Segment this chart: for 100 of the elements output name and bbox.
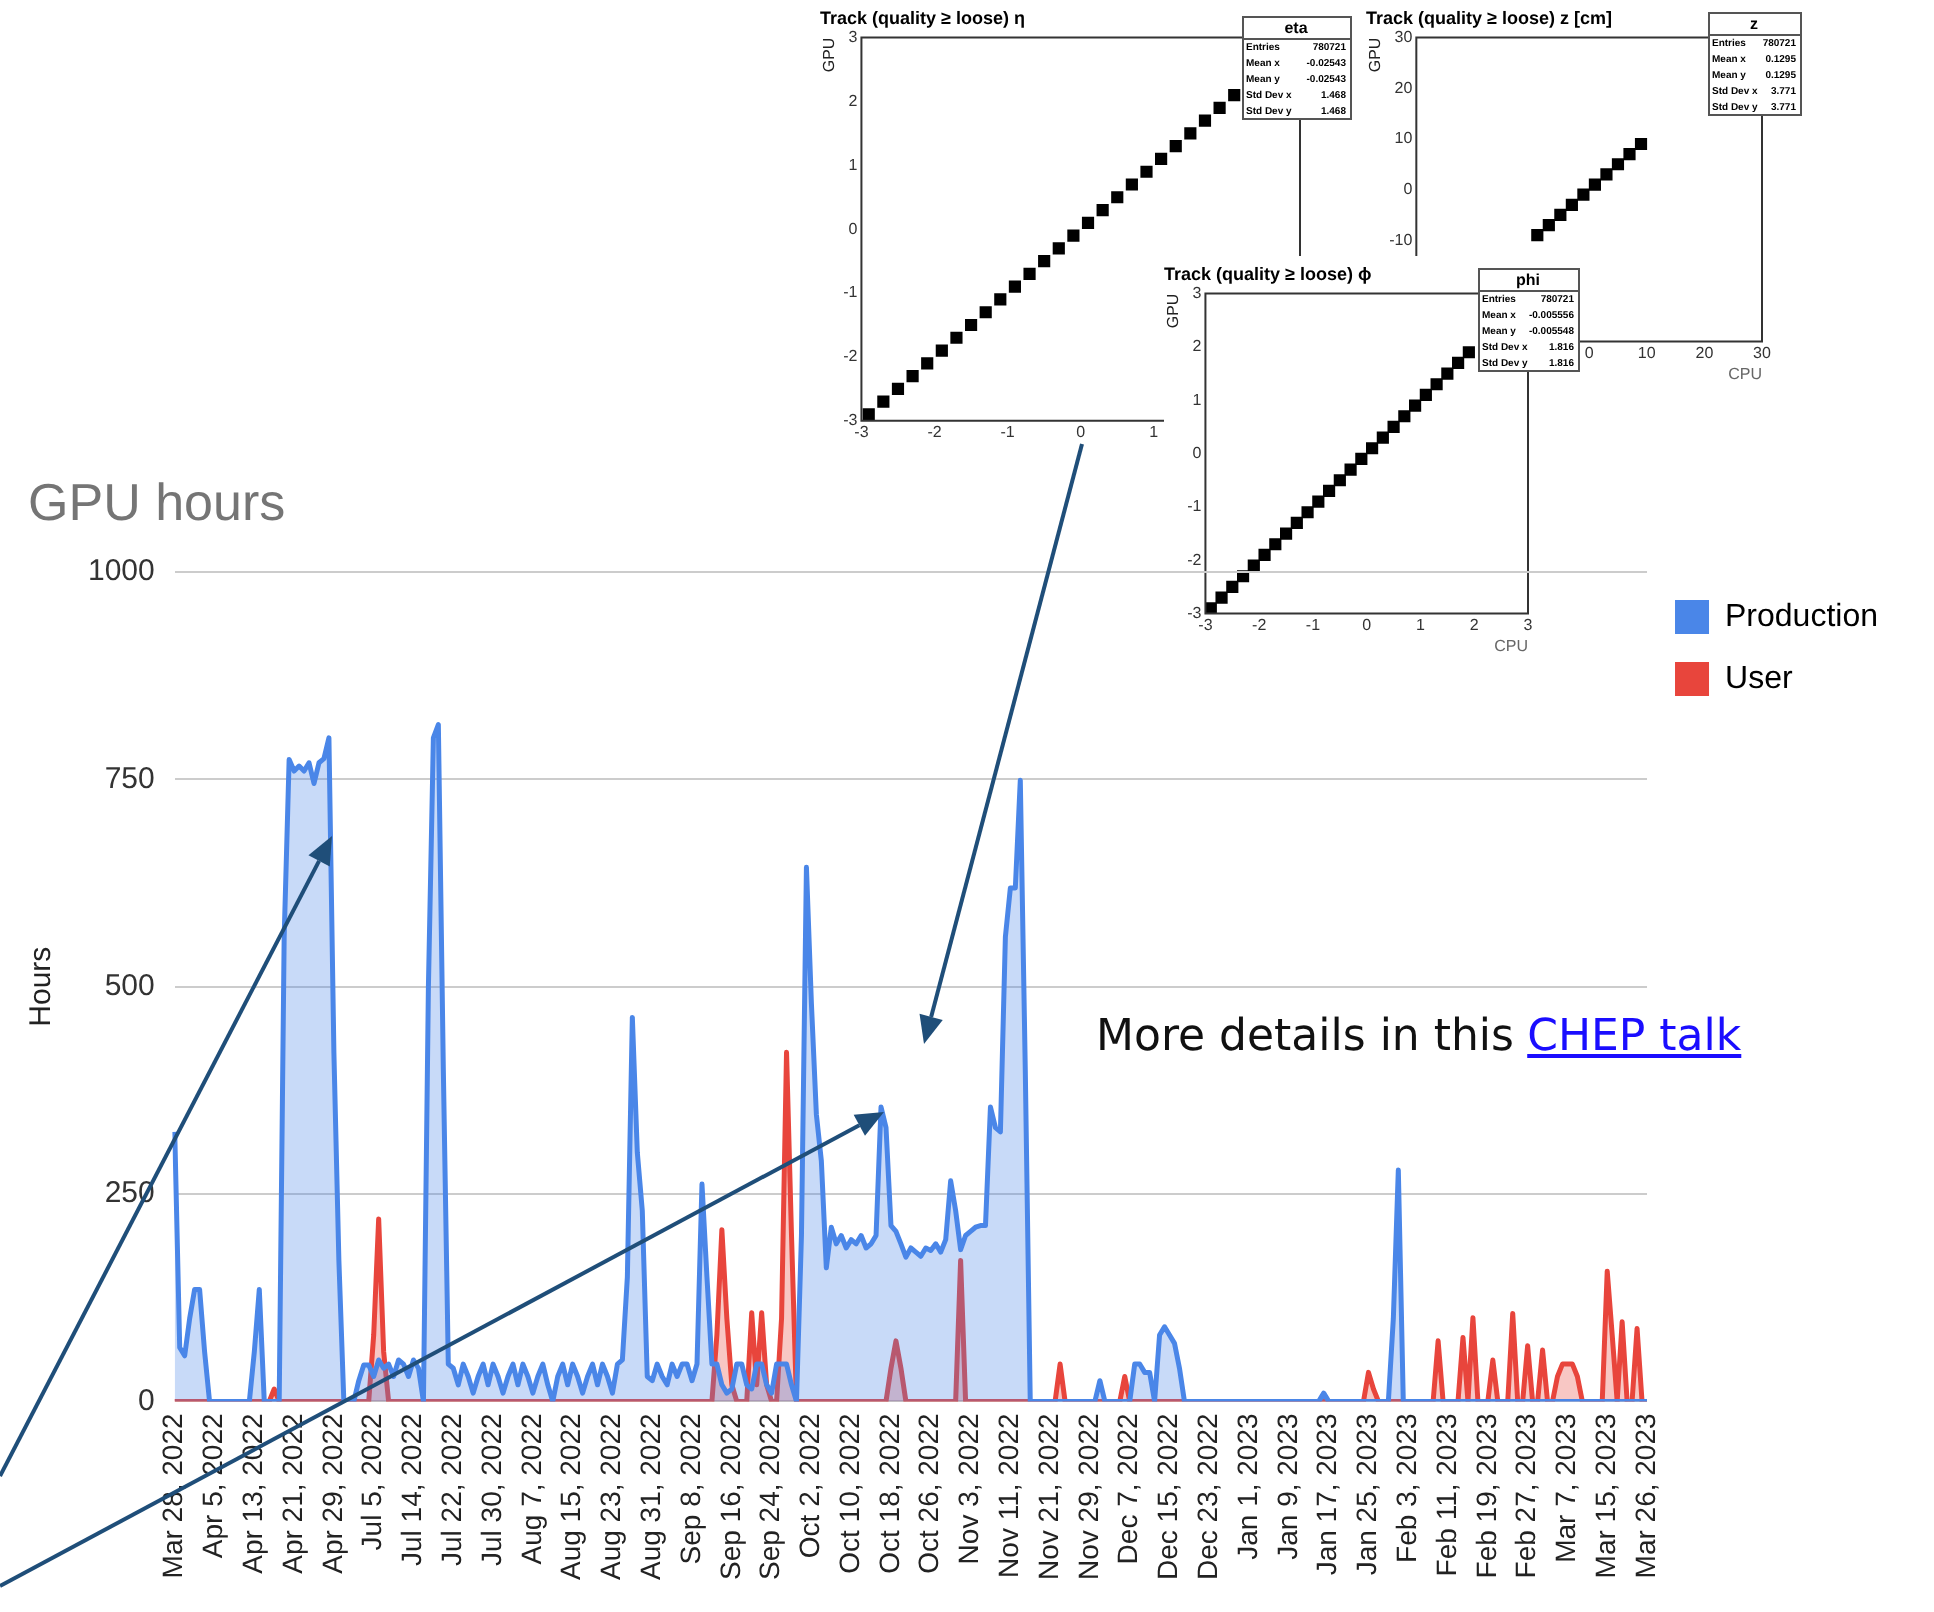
point: [1355, 452, 1368, 466]
x-tick-label: 30: [1753, 343, 1772, 362]
point: [1125, 178, 1138, 191]
y-tick-label: 500: [104, 968, 155, 1003]
y-tick-label: 3: [1192, 284, 1203, 303]
point: [935, 344, 948, 357]
point: [877, 395, 890, 408]
point: [1542, 218, 1555, 232]
y-tick-label: 0: [1403, 180, 1414, 199]
x-tick-label: Sep 8, 2022: [673, 1412, 706, 1565]
point: [1333, 474, 1346, 487]
x-axis-title: CPU: [1494, 636, 1529, 655]
y-tick-label: 1: [1192, 390, 1203, 409]
point: [1462, 346, 1475, 359]
point: [1111, 191, 1124, 204]
point: [1258, 548, 1271, 562]
x-tick-label: Mar 26, 2023: [1628, 1412, 1661, 1579]
legend-label: Production: [1725, 599, 1879, 634]
point: [1430, 378, 1443, 391]
x-tick-label: Aug 31, 2022: [633, 1412, 666, 1580]
point: [1452, 356, 1465, 370]
x-tick-label: -2: [927, 422, 943, 441]
x-tick-label: Feb 27, 2023: [1509, 1412, 1542, 1579]
y-tick-label: 1000: [87, 554, 155, 589]
y-tick-label: -10: [1389, 230, 1414, 249]
x-axis-title: CPU: [1728, 364, 1763, 383]
x-tick-label: Mar 15, 2023: [1588, 1412, 1621, 1579]
point: [1169, 140, 1182, 153]
x-tick-label: Dec 23, 2022: [1191, 1413, 1224, 1580]
point: [1247, 559, 1260, 572]
point: [862, 408, 875, 421]
point: [891, 382, 905, 395]
point: [1228, 88, 1241, 102]
x-tick-label: 20: [1695, 343, 1715, 362]
annotation: phi: [1516, 271, 1540, 290]
x-tick-label: 0: [1076, 422, 1087, 441]
x-tick-label: Jul 5, 2022: [355, 1412, 388, 1551]
point: [1409, 399, 1422, 412]
x-tick-label: Aug 7, 2022: [514, 1412, 547, 1565]
y-axis-title: Hours: [24, 946, 59, 1027]
x-tick-label: Oct 10, 2022: [832, 1412, 865, 1574]
point: [1554, 208, 1567, 222]
point: [1565, 198, 1578, 211]
point: [1441, 367, 1454, 380]
text: z: [1750, 15, 1758, 34]
point: [1023, 267, 1036, 280]
x-tick-label: -2: [1252, 615, 1268, 634]
x-tick-label: Apr 5, 2022: [196, 1412, 229, 1559]
point: [1067, 229, 1080, 242]
y-tick-label: 2: [848, 91, 859, 110]
point: [1140, 165, 1153, 178]
point: [1279, 527, 1293, 540]
point: [1205, 602, 1217, 614]
annotation: CHEP talk: [1527, 1012, 1742, 1062]
point: [994, 293, 1007, 306]
point: [1226, 580, 1239, 594]
x-tick-label: Nov 21, 2022: [1031, 1413, 1064, 1580]
x-tick-label: 0: [1584, 343, 1595, 362]
x-tick-label: 2: [1469, 615, 1480, 634]
x-tick-label: Nov 29, 2022: [1071, 1413, 1104, 1580]
x-tick-label: 10: [1637, 343, 1657, 362]
point: [1215, 591, 1228, 604]
x-tick-label: Jul 30, 2022: [474, 1413, 507, 1566]
y-tick-label: 20: [1394, 78, 1414, 97]
x-tick-label: 3: [1523, 615, 1534, 634]
x-tick-label: Jan 9, 2023: [1270, 1412, 1303, 1560]
point: [1600, 168, 1613, 181]
x-tick-label: Nov 3, 2022: [952, 1412, 985, 1565]
y-tick-label: 0: [138, 1383, 155, 1418]
x-tick-label: Aug 15, 2022: [554, 1412, 587, 1580]
y-tick-label: -1: [843, 283, 859, 302]
y-axis-title: GPU: [1164, 293, 1183, 329]
point: [1634, 137, 1648, 151]
x-tick-label: Jan 17, 2023: [1310, 1413, 1343, 1576]
x-tick-label: Oct 26, 2022: [912, 1412, 945, 1574]
x-tick-label: Dec 7, 2022: [1111, 1412, 1144, 1565]
x-tick-label: Mar 7, 2023: [1549, 1413, 1582, 1563]
x-tick-label: 1: [1416, 615, 1427, 634]
point: [1312, 495, 1325, 508]
point: [1366, 442, 1379, 455]
chart-title: Track (quality ≥ loose) z [cm]: [1366, 7, 1612, 28]
x-tick-label: Oct 2, 2022: [793, 1413, 826, 1559]
y-tick-label: 0: [1192, 444, 1203, 463]
x-tick-label: Feb 3, 2023: [1389, 1413, 1422, 1563]
y-axis-title: GPU: [820, 37, 839, 73]
point: [1577, 188, 1590, 201]
point: [1387, 420, 1400, 434]
legend-label: User: [1725, 661, 1794, 696]
point: [1081, 216, 1095, 229]
x-tick-label: Sep 16, 2022: [713, 1412, 746, 1580]
point: [979, 306, 992, 319]
x-tick-label: Oct 18, 2022: [872, 1412, 905, 1574]
y-tick-label: 30: [1394, 28, 1414, 47]
point: [906, 370, 919, 383]
x-tick-label: Nov 11, 2022: [992, 1412, 1025, 1578]
x-tick-label: Jul 22, 2022: [435, 1413, 467, 1566]
y-tick-label: -1: [1187, 497, 1203, 516]
point: [1322, 484, 1336, 498]
point: [1008, 280, 1022, 293]
y-axis-title: GPU: [1366, 37, 1385, 73]
